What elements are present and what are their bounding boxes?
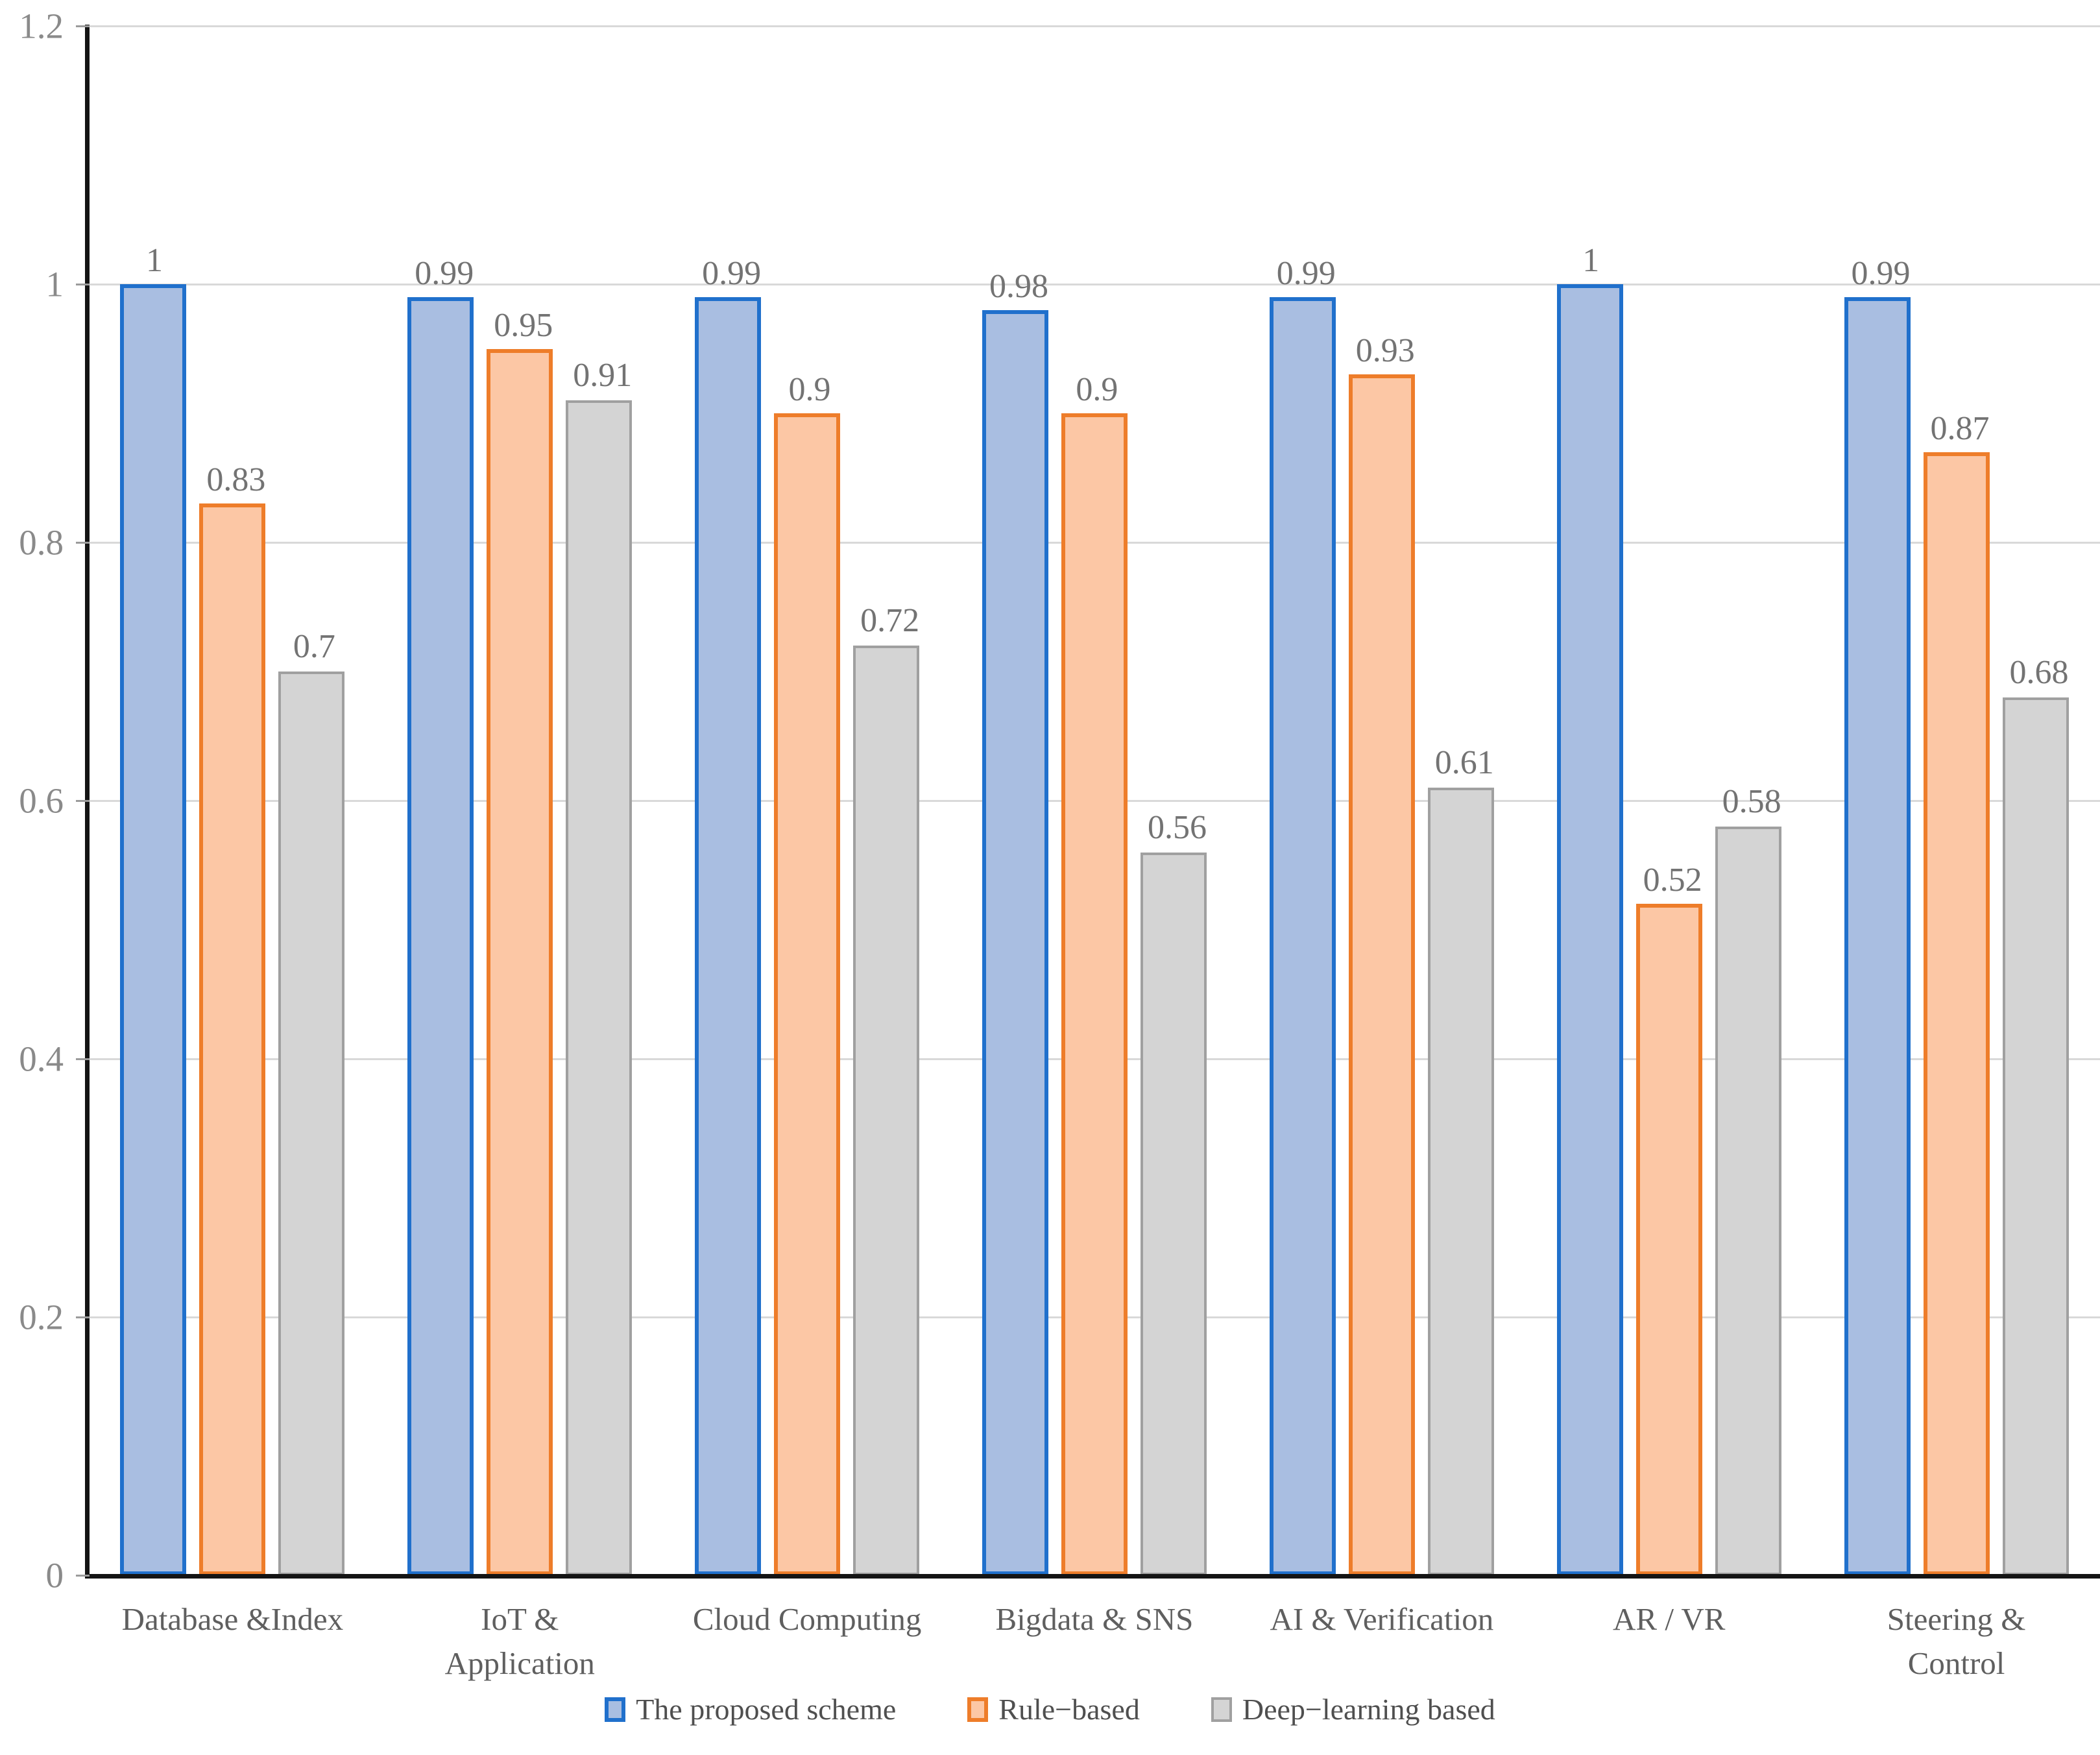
y-tick-mark bbox=[76, 25, 90, 27]
bar-value-label: 1 bbox=[145, 242, 163, 279]
bar-value-label: 1 bbox=[1582, 242, 1600, 279]
bar-series-2-group-2: 0.72 bbox=[853, 604, 920, 1575]
bar-group: 0.98 0.9 0.56 bbox=[951, 26, 1238, 1575]
y-tick-mark bbox=[76, 1575, 90, 1577]
bar-value-label: 0.52 bbox=[1643, 862, 1702, 899]
bar-series-1-group-0: 0.83 bbox=[199, 463, 266, 1575]
bar-value-label: 0.98 bbox=[989, 267, 1048, 305]
category-label: AR / VR bbox=[1613, 1601, 1726, 1637]
bar-value-label: 0.72 bbox=[860, 602, 920, 640]
y-tick-label: 0.2 bbox=[19, 1297, 64, 1337]
bar-series-1-group-1: 0.95 bbox=[487, 308, 553, 1575]
bar-series-2-group-6: 0.68 bbox=[2002, 655, 2069, 1575]
bar-value-label: 0.93 bbox=[1355, 332, 1415, 370]
bar-series-0-group-3: 0.98 bbox=[982, 269, 1048, 1575]
bar-group: 0.99 0.95 0.91 bbox=[376, 26, 664, 1575]
bar-series-2-group-0: 0.7 bbox=[278, 630, 345, 1575]
legend-item-deep-learning: Deep−learning based bbox=[1211, 1695, 1495, 1725]
legend-swatch-rule-based-icon bbox=[967, 1697, 989, 1722]
bar-group: 0.99 0.93 0.61 bbox=[1238, 26, 1525, 1575]
bar-group: 1 0.52 0.58 bbox=[1525, 26, 1813, 1575]
bar-group: 0.99 0.87 0.68 bbox=[1813, 26, 2100, 1575]
category-label: Database &Index bbox=[121, 1601, 344, 1637]
bar-value-label: 0.58 bbox=[1722, 782, 1781, 820]
y-tick-label: 1 bbox=[45, 264, 64, 304]
bar-value-label: 0.9 bbox=[788, 371, 831, 408]
bar-series-0-group-0: 1 bbox=[120, 244, 187, 1575]
legend-label-deep-learning: Deep−learning based bbox=[1242, 1693, 1495, 1726]
bar-series-1-group-3: 0.9 bbox=[1061, 373, 1128, 1575]
bar-series-1-group-4: 0.93 bbox=[1348, 334, 1415, 1575]
legend-label-proposed-scheme: The proposed scheme bbox=[636, 1693, 897, 1726]
bar-value-label: 0.61 bbox=[1434, 744, 1494, 782]
bar-value-label: 0.7 bbox=[293, 628, 335, 665]
y-tick-label: 1.2 bbox=[19, 6, 64, 46]
gridline bbox=[89, 25, 2100, 27]
y-tick-mark bbox=[76, 542, 90, 544]
category-label: AI & Verification bbox=[1270, 1601, 1494, 1637]
bar-value-label: 0.99 bbox=[702, 254, 762, 292]
y-tick-mark bbox=[76, 1316, 90, 1318]
y-tick-mark bbox=[76, 800, 90, 802]
bar-series-2-group-1: 0.91 bbox=[566, 359, 633, 1575]
category-label: IoT & Application bbox=[444, 1601, 595, 1681]
category-label: Cloud Computing bbox=[692, 1601, 922, 1637]
bar-value-label: 0.83 bbox=[206, 461, 266, 499]
legend-swatch-deep-learning-icon bbox=[1211, 1697, 1232, 1722]
bar-series-0-group-6: 0.99 bbox=[1844, 256, 1911, 1575]
y-tick-label: 0.8 bbox=[19, 522, 64, 563]
bar-series-2-group-5: 0.58 bbox=[1715, 784, 1781, 1575]
category-label: Steering & Control bbox=[1887, 1601, 2026, 1681]
x-axis bbox=[85, 1574, 2100, 1579]
y-tick-label: 0 bbox=[45, 1555, 64, 1595]
bar-value-label: 0.87 bbox=[1930, 409, 1990, 447]
bar-value-label: 0.99 bbox=[1851, 254, 1911, 292]
bar-value-label: 0.99 bbox=[415, 254, 474, 292]
category-label: Bigdata & SNS bbox=[995, 1601, 1194, 1637]
bar-series-1-group-5: 0.52 bbox=[1635, 864, 1702, 1575]
bar-series-1-group-2: 0.9 bbox=[774, 373, 841, 1575]
y-tick-label: 0.6 bbox=[19, 781, 64, 821]
bar-series-0-group-1: 0.99 bbox=[407, 256, 474, 1575]
bar-series-2-group-4: 0.61 bbox=[1427, 746, 1494, 1575]
legend: The proposed scheme Rule−based Deep−lear… bbox=[0, 1695, 2100, 1725]
gridline bbox=[89, 284, 2100, 285]
bar-value-label: 0.95 bbox=[494, 306, 553, 344]
legend-item-proposed-scheme: The proposed scheme bbox=[605, 1695, 896, 1725]
y-tick-mark bbox=[76, 1058, 90, 1060]
bar-value-label: 0.99 bbox=[1276, 254, 1336, 292]
legend-label-rule-based: Rule−based bbox=[998, 1693, 1140, 1726]
bar-value-label: 0.56 bbox=[1147, 808, 1207, 846]
bar-series-0-group-2: 0.99 bbox=[695, 256, 762, 1575]
y-tick-mark bbox=[76, 284, 90, 285]
bar-group: 1 0.83 0.7 bbox=[89, 26, 376, 1575]
bar-group: 0.99 0.9 0.72 bbox=[664, 26, 951, 1575]
bar-value-label: 0.68 bbox=[2009, 653, 2069, 691]
bar-series-0-group-4: 0.99 bbox=[1269, 256, 1336, 1575]
bar-value-label: 0.9 bbox=[1076, 371, 1118, 408]
bar-series-0-group-5: 1 bbox=[1556, 244, 1623, 1575]
legend-swatch-proposed-scheme-icon bbox=[605, 1697, 626, 1722]
plot-area: 1 0.83 0.7 0.99 0.95 0.91 0.99 0.9 0.72 0.98 0.9 0.… bbox=[89, 25, 2100, 1575]
bar-series-1-group-6: 0.87 bbox=[1923, 411, 1990, 1575]
legend-item-rule-based: Rule−based bbox=[967, 1695, 1140, 1725]
bar-value-label: 0.91 bbox=[573, 357, 633, 394]
bar-series-2-group-3: 0.56 bbox=[1140, 810, 1207, 1575]
y-tick-label: 0.4 bbox=[19, 1039, 64, 1079]
